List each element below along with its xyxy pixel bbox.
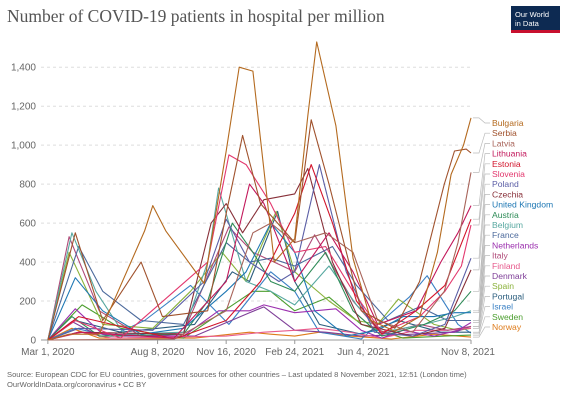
- legend-connector: [473, 183, 490, 259]
- legend-label-portugal[interactable]: Portugal: [492, 291, 524, 301]
- x-tick-label: Nov 8, 2021: [441, 347, 495, 358]
- y-tick-label: 200: [19, 297, 36, 308]
- series-line-latvia[interactable]: [47, 172, 472, 341]
- legend-connector: [473, 173, 490, 226]
- series-line-norway[interactable]: [47, 327, 472, 341]
- series-line-portugal[interactable]: [47, 210, 471, 341]
- x-tick-label: Nov 16, 2020: [196, 347, 256, 358]
- legend-label-slovenia[interactable]: Slovenia: [492, 169, 525, 179]
- legend-connector: [473, 316, 490, 336]
- y-tick-label: 800: [19, 180, 36, 191]
- y-tick-label: 400: [19, 258, 36, 269]
- x-tick-label: Aug 8, 2020: [131, 347, 185, 358]
- series-line-finland[interactable]: [47, 327, 472, 341]
- legend-connector: [473, 245, 490, 323]
- source-note: Source: European CDC for EU countries, g…: [7, 370, 467, 390]
- legend-connector: [473, 214, 490, 292]
- series-line-belgium[interactable]: [47, 187, 472, 341]
- legend-label-denmark[interactable]: Denmark: [492, 271, 528, 281]
- legend-connector: [473, 275, 490, 327]
- legend-connector: [473, 117, 490, 124]
- legend-label-estonia[interactable]: Estonia: [492, 159, 521, 169]
- x-tick-label: Mar 1, 2020: [21, 347, 75, 358]
- y-tick-label: 0: [30, 336, 36, 347]
- legend-connector: [473, 306, 490, 334]
- legend-label-lithuania[interactable]: Lithuania: [492, 149, 527, 159]
- legend-label-austria[interactable]: Austria: [492, 210, 519, 220]
- legend-label-united-kingdom[interactable]: United Kingdom: [492, 200, 553, 210]
- legend-label-norway[interactable]: Norway: [492, 322, 522, 332]
- owid-logo[interactable]: Our World in Data: [511, 6, 560, 33]
- legend-connector: [473, 224, 490, 312]
- x-tick-label: Jun 4, 2021: [337, 347, 390, 358]
- legend-connector: [473, 285, 490, 329]
- series-line-lithuania[interactable]: [47, 183, 472, 341]
- legend-label-poland[interactable]: Poland: [492, 179, 519, 189]
- series-line-czechia[interactable]: [47, 167, 472, 341]
- x-tick-label: Feb 24, 2021: [265, 347, 324, 358]
- line-chart: 0 200 400 600 800 1,000 1,200 1,400 Mar 1, 2020 A…: [11, 41, 553, 358]
- logo-line-1: Our World: [515, 10, 550, 19]
- legend-label-belgium[interactable]: Belgium: [492, 220, 523, 230]
- legend-connector: [473, 194, 490, 271]
- legend-label-czechia[interactable]: Czechia: [492, 189, 523, 199]
- y-tick-label: 600: [19, 219, 36, 230]
- series-line-serbia[interactable]: [47, 119, 472, 341]
- series-line-poland[interactable]: [47, 164, 472, 341]
- legend-connectors: [473, 117, 490, 338]
- legend-label-italy[interactable]: Italy: [492, 251, 508, 261]
- logo-line-2: in Data: [515, 19, 539, 28]
- legend-connector: [473, 326, 490, 338]
- series-line-slovenia[interactable]: [47, 154, 472, 341]
- legend-connector: [473, 234, 490, 321]
- series-line-israel[interactable]: [47, 271, 472, 341]
- legend-connector: [473, 163, 490, 220]
- legend-label-bulgaria[interactable]: Bulgaria: [492, 118, 524, 128]
- y-tick-label: 1,000: [11, 141, 36, 152]
- series-line-spain[interactable]: [47, 210, 472, 341]
- legend-label-netherlands[interactable]: Netherlands: [492, 240, 538, 250]
- legend-connector: [473, 153, 490, 206]
- source-line-2: OurWorldInData.org/coronavirus • CC BY: [7, 380, 147, 389]
- legend-label-serbia[interactable]: Serbia: [492, 128, 517, 138]
- legend-label-latvia[interactable]: Latvia: [492, 138, 515, 148]
- chart-legend: BulgariaSerbiaLatviaLithuaniaEstoniaSlov…: [492, 118, 553, 332]
- source-line-1: Source: European CDC for EU countries, g…: [7, 370, 467, 379]
- legend-label-israel[interactable]: Israel: [492, 302, 513, 312]
- chart-lines: [47, 41, 472, 341]
- legend-label-finland[interactable]: Finland: [492, 261, 520, 271]
- legend-label-sweden[interactable]: Sweden: [492, 312, 523, 322]
- legend-label-france[interactable]: France: [492, 230, 519, 240]
- chart-axes: 0 200 400 600 800 1,000 1,200 1,400 Mar 1, 2020 A…: [11, 63, 495, 358]
- chart-title: Number of COVID-19 patients in hospital …: [7, 6, 385, 26]
- legend-connector: [473, 296, 490, 333]
- y-tick-label: 1,200: [11, 102, 36, 113]
- legend-connector: [473, 132, 490, 154]
- legend-connector: [473, 204, 490, 314]
- legend-connector: [473, 143, 490, 173]
- y-tick-label: 1,400: [11, 63, 36, 74]
- series-line-bulgaria[interactable]: [47, 41, 472, 341]
- legend-label-spain[interactable]: Spain: [492, 281, 514, 291]
